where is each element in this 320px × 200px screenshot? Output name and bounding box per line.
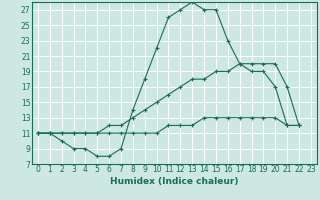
X-axis label: Humidex (Indice chaleur): Humidex (Indice chaleur) [110,177,239,186]
